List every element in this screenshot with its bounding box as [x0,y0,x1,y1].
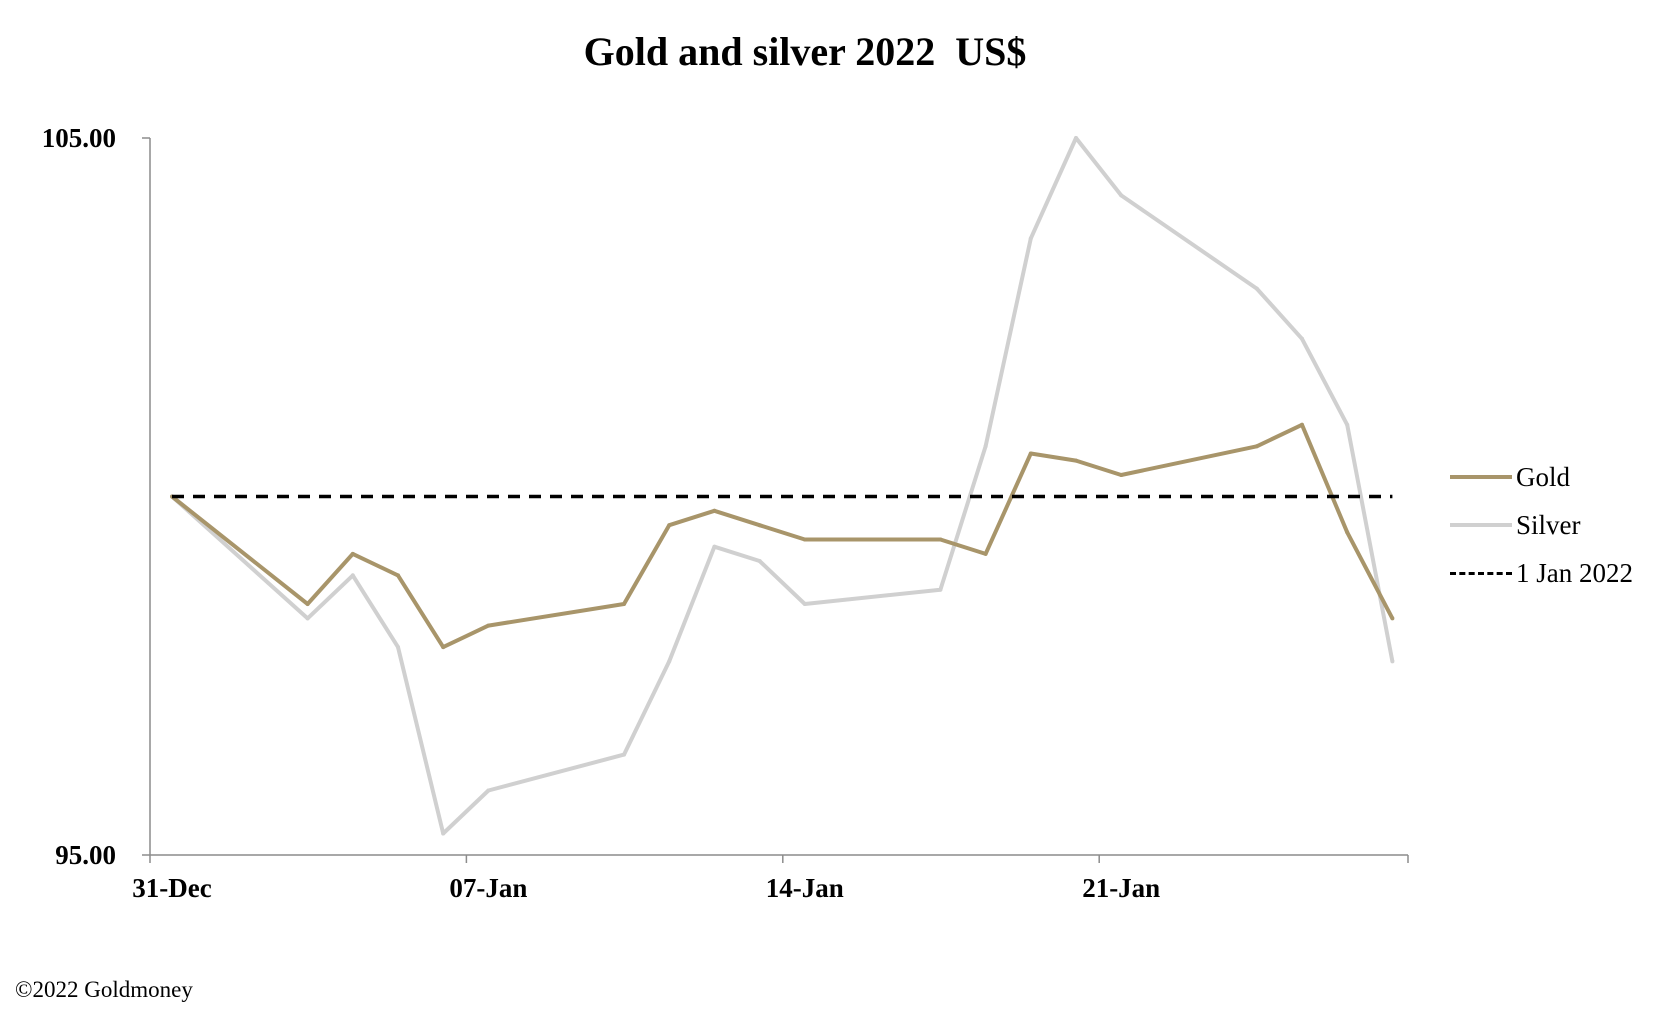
legend-swatch [1450,571,1512,575]
data-point [1119,473,1124,477]
data-point [938,587,943,592]
data-point [305,616,310,621]
data-point [1074,458,1078,463]
data-point [712,508,717,513]
legend-swatch [1450,523,1512,527]
data-point [350,551,355,556]
data-point [667,523,672,528]
x-tick-label: 31-Dec [132,873,211,903]
legend: Gold Silver 1 Jan 2022 [1450,453,1633,597]
data-point [486,788,491,793]
data-point [667,659,672,664]
legend-label: Gold [1516,461,1570,492]
y-tick-label: 105.00 [42,123,116,153]
data-point [1300,336,1304,341]
data-point [712,544,717,549]
chart-title: Gold and silver 2022 US$ [583,29,1027,74]
data-point [1119,193,1124,198]
legend-label: 1 Jan 2022 [1516,557,1633,588]
data-point [1028,451,1033,456]
data-point [1074,136,1078,140]
legend-label: Silver [1516,509,1581,540]
x-tick-label: 21-Jan [1082,873,1160,903]
data-point [1254,286,1259,291]
data-point [983,551,988,556]
data-point [1300,422,1304,427]
data-point [983,444,988,449]
data-point [396,573,400,578]
y-tick-label: 95.00 [55,840,116,870]
data-point [1028,236,1033,241]
data-point [441,645,446,650]
data-point [802,602,807,606]
data-point [1390,659,1395,664]
legend-item: Silver [1450,501,1633,549]
data-point [802,537,807,542]
data-point [622,752,626,757]
x-tick-label: 14-Jan [766,873,844,903]
data-point [1345,530,1350,535]
data-point [1345,422,1350,427]
data-point [622,602,626,606]
legend-item: 1 Jan 2022 [1450,549,1633,597]
series-line-gold [170,422,1395,650]
data-point [486,623,491,628]
tick-labels: 105.00 95.00 31-Dec 07-Jan 14-Jan 21-Jan [42,123,1160,903]
data-point [396,645,400,650]
series-lines [170,136,1395,836]
copyright-text: ©2022 Goldmoney [15,977,193,1002]
data-point [757,523,762,528]
legend-swatch [1450,475,1512,479]
data-point [757,559,762,563]
series-line-silver [170,136,1395,836]
data-point [441,831,446,836]
axes [142,137,1409,863]
x-tick-label: 07-Jan [449,873,527,903]
data-point [350,573,355,578]
data-point [1254,444,1259,449]
data-point [1390,616,1395,621]
legend-item: Gold [1450,453,1633,501]
data-point [305,602,310,606]
data-point [938,537,943,542]
